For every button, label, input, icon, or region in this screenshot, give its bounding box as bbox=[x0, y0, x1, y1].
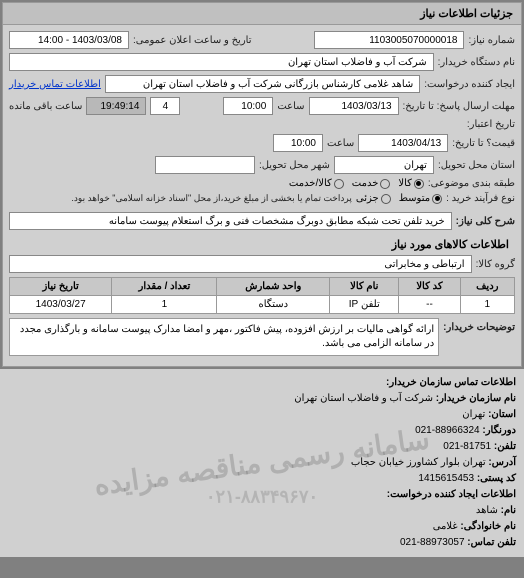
buyer-contact-link[interactable]: اطلاعات تماس خریدار bbox=[9, 79, 101, 90]
phone-label: تلفن: bbox=[494, 441, 516, 452]
radio-icon bbox=[381, 194, 391, 204]
col-unit: واحد شمارش bbox=[217, 278, 330, 296]
validity-label: تاریخ اعتبار: bbox=[467, 119, 515, 130]
org-value: شرکت آب و فاضلاب استان تهران bbox=[294, 393, 433, 404]
request-no-label: شماره نیاز: bbox=[468, 35, 515, 46]
process-radio-group: متوسط جزئی bbox=[356, 193, 442, 204]
contact-section: سامانه رسمی مناقصه مزایده ۰۲۱-۸۸۳۴۹۶۷۰ ا… bbox=[0, 369, 524, 557]
city-label: شهر محل تحویل: bbox=[259, 160, 330, 171]
deadline-date: 1403/03/13 bbox=[309, 97, 399, 115]
validity-date: 1403/04/13 bbox=[358, 134, 448, 152]
col-code: کد کالا bbox=[399, 278, 460, 296]
creator-label: ایجاد کننده درخواست: bbox=[424, 79, 515, 90]
name-label: نام: bbox=[501, 505, 516, 516]
cphone-label: تلفن تماس: bbox=[467, 537, 516, 548]
radio-icon bbox=[414, 179, 424, 189]
announce-label: تاریخ و ساعت اعلان عمومی: bbox=[133, 35, 252, 46]
phone-value: 81751-021 bbox=[443, 441, 491, 452]
creator-title: اطلاعات ایجاد کننده درخواست: bbox=[387, 489, 516, 500]
subject-opt-1[interactable]: خدمت bbox=[352, 178, 391, 189]
buyer-notes: ارائه گواهی مالیات بر ارزش افزوده، پیش ف… bbox=[9, 318, 439, 356]
buyer-label: نام دستگاه خریدار: bbox=[438, 57, 515, 68]
group-value: ارتباطی و مخابراتی bbox=[9, 255, 472, 273]
remaining-label: ساعت باقی مانده bbox=[9, 101, 82, 112]
price-validity-label: قیمت؟ تا تاریخ: bbox=[452, 138, 515, 149]
cphone-value: 88973057-021 bbox=[400, 537, 465, 548]
family-label: نام خانوادگی: bbox=[460, 521, 516, 532]
name-value: شاهد bbox=[476, 505, 498, 516]
subject-radio-group: کالا خدمت کالا/خدمت bbox=[289, 178, 424, 189]
overall-value: خرید تلفن تحت شبکه مطابق دوبرگ مشخصات فن… bbox=[9, 212, 452, 230]
col-date: تاریخ نیاز bbox=[10, 278, 112, 296]
col-name: نام کالا bbox=[330, 278, 399, 296]
deadline-time-label: ساعت bbox=[277, 101, 304, 112]
buyer-value: شرکت آب و فاضلاب استان تهران bbox=[9, 53, 434, 71]
org-label: نام سازمان خریدار: bbox=[436, 393, 516, 404]
family-value: غلامی bbox=[433, 521, 458, 532]
cell: 1403/03/27 bbox=[10, 296, 112, 314]
cell: تلفن IP bbox=[330, 296, 399, 314]
col-row: ردیف bbox=[460, 278, 514, 296]
remaining-time: 19:49:14 bbox=[86, 97, 146, 115]
radio-icon bbox=[380, 179, 390, 189]
radio-icon bbox=[334, 179, 344, 189]
cell: -- bbox=[399, 296, 460, 314]
subject-type-label: طبقه بندی موضوعی: bbox=[428, 178, 515, 189]
postal-label: کد پستی: bbox=[477, 473, 516, 484]
process-label: نوع فرآیند خرید : bbox=[446, 193, 515, 204]
place-value: تهران bbox=[334, 156, 434, 174]
items-header-row: ردیف کد کالا نام کالا واحد شمارش تعداد /… bbox=[10, 278, 515, 296]
table-row: 1 -- تلفن IP دستگاه 1 1403/03/27 bbox=[10, 296, 515, 314]
cell: دستگاه bbox=[217, 296, 330, 314]
deadline-label: مهلت ارسال پاسخ: تا تاریخ: bbox=[403, 101, 515, 112]
address-value: تهران بلوار کشاورز خیابان حجاب bbox=[351, 457, 486, 468]
fax-label: دورنگار: bbox=[482, 425, 516, 436]
group-label: گروه کالا: bbox=[476, 259, 515, 270]
postal-value: 1415615453 bbox=[418, 473, 474, 484]
fax-value: 88966324-021 bbox=[415, 425, 480, 436]
main-panel: جزئیات اطلاعات نیاز شماره نیاز: 11030050… bbox=[2, 2, 522, 367]
address-label: آدرس: bbox=[488, 457, 516, 468]
deadline-time: 10:00 bbox=[223, 97, 273, 115]
place-label: استان محل تحویل: bbox=[438, 160, 515, 171]
city-value bbox=[155, 156, 255, 174]
request-no-value: 1103005070000018 bbox=[314, 31, 464, 49]
creator-value: شاهد غلامی کارشناس بازرگانی شرکت آب و فا… bbox=[105, 75, 420, 93]
overall-label: شرح کلی نیاز: bbox=[456, 216, 515, 227]
col-qty: تعداد / مقدار bbox=[112, 278, 217, 296]
process-opt-0[interactable]: متوسط bbox=[399, 193, 442, 204]
validity-time-label: ساعت bbox=[327, 138, 354, 149]
remaining-days: 4 bbox=[150, 97, 180, 115]
items-section-title: اطلاعات کالاهای مورد نیاز bbox=[9, 234, 515, 255]
cell: 1 bbox=[460, 296, 514, 314]
process-opt-1[interactable]: جزئی bbox=[356, 193, 391, 204]
validity-time: 10:00 bbox=[273, 134, 323, 152]
panel-title: جزئیات اطلاعات نیاز bbox=[3, 3, 521, 25]
subject-opt-2[interactable]: کالا/خدمت bbox=[289, 178, 344, 189]
process-note: پرداخت تمام یا بخشی از مبلغ خرید،از محل … bbox=[71, 193, 351, 204]
announce-value: 1403/03/08 - 14:00 bbox=[9, 31, 129, 49]
items-table: ردیف کد کالا نام کالا واحد شمارش تعداد /… bbox=[9, 277, 515, 314]
province-value: تهران bbox=[462, 409, 485, 420]
desc-label: توضیحات خریدار: bbox=[443, 318, 515, 333]
contact-title: اطلاعات تماس سازمان خریدار: bbox=[386, 377, 516, 388]
radio-icon bbox=[432, 194, 442, 204]
details-body: شماره نیاز: 1103005070000018 تاریخ و ساع… bbox=[3, 25, 521, 366]
subject-opt-0[interactable]: کالا bbox=[398, 178, 424, 189]
cell: 1 bbox=[112, 296, 217, 314]
province-label: استان: bbox=[488, 409, 516, 420]
